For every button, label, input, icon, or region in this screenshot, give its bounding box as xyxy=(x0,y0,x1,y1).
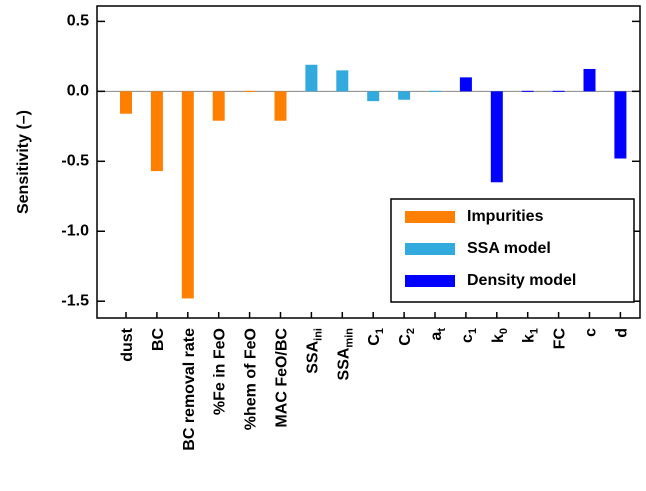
x-tick-label-sub: 1 xyxy=(529,328,541,334)
x-tick-label: SSAini xyxy=(304,328,324,374)
x-tick-label-sub: 0 xyxy=(498,328,510,334)
x-tick-label-sub: 1 xyxy=(374,328,386,334)
plot-frame xyxy=(96,5,641,319)
x-tick-label-main: C xyxy=(366,334,383,346)
bar xyxy=(614,91,627,159)
y-tick-label: -1.5 xyxy=(61,292,89,309)
x-tick-label: d xyxy=(613,328,630,338)
x-tick-label: FC xyxy=(552,328,569,350)
bar xyxy=(274,91,287,121)
x-tick-label: c1 xyxy=(459,328,479,343)
bar xyxy=(243,90,256,92)
bar xyxy=(150,91,163,172)
x-tick-label: k0 xyxy=(490,328,510,343)
y-tick-label: 0.5 xyxy=(67,13,89,30)
x-tick-label-main: k xyxy=(490,334,507,343)
y-axis-label: Sensitivity (–) xyxy=(15,110,32,214)
y-tick-label: -1.0 xyxy=(61,222,89,239)
x-tick-label: at xyxy=(428,328,448,341)
x-tick-label-main: c xyxy=(459,334,476,343)
x-tick-label: MAC FeO/BC xyxy=(274,328,291,428)
legend-label: SSA model xyxy=(467,240,551,257)
x-tick-label-main: k xyxy=(521,334,538,343)
x-tick-label: BC removal rate xyxy=(181,328,198,451)
x-tick-label-sub: t xyxy=(436,328,448,332)
x-tick-label-sub: min xyxy=(343,328,355,348)
bar xyxy=(212,91,225,121)
bar xyxy=(120,91,132,114)
bar xyxy=(490,91,503,183)
legend-swatch xyxy=(405,243,455,255)
x-tick-label-main: SSA xyxy=(304,340,321,373)
x-tick-label: dust xyxy=(119,327,136,361)
x-tick-label: %Fe in FeO xyxy=(212,328,229,415)
bar xyxy=(367,91,380,102)
x-tick-label-sub: ini xyxy=(312,328,324,341)
bar xyxy=(305,64,318,92)
y-tick-label: -0.5 xyxy=(61,153,89,170)
x-tick-label: k1 xyxy=(521,328,541,343)
legend-label: Density model xyxy=(467,272,576,289)
x-tick-label-main: a xyxy=(428,332,445,341)
bar xyxy=(181,91,194,299)
x-tick-label: c xyxy=(583,328,600,337)
x-tick-label: SSAmin xyxy=(335,328,355,381)
bar xyxy=(521,90,534,92)
y-tick-label: 0.0 xyxy=(67,83,89,100)
x-tick-label-sub: 2 xyxy=(405,328,417,334)
bar xyxy=(429,90,441,92)
x-tick-label: BC xyxy=(150,328,167,352)
bar xyxy=(583,68,596,92)
bar xyxy=(459,77,472,92)
x-tick-label-main: C xyxy=(397,334,414,346)
bar xyxy=(398,91,411,100)
legend-swatch xyxy=(405,275,455,287)
x-tick-label-sub: 1 xyxy=(467,328,479,334)
x-tick-label: %hem of FeO xyxy=(243,328,260,430)
x-tick-label: C2 xyxy=(397,328,417,346)
x-tick-label: C1 xyxy=(366,328,386,346)
legend-label: Impurities xyxy=(467,208,544,225)
x-tick-label-main: SSA xyxy=(335,347,352,380)
bar xyxy=(336,70,349,92)
legend-swatch xyxy=(405,211,455,223)
bar xyxy=(552,90,565,92)
